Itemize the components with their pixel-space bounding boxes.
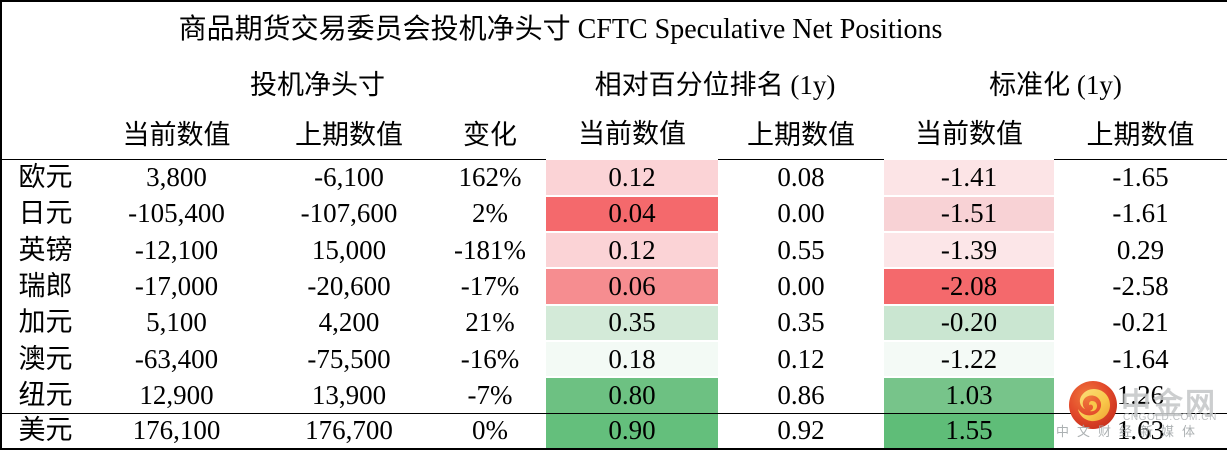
std-current-cell: -1.39	[884, 230, 1054, 269]
std-current-cell: -1.41	[884, 158, 1054, 196]
currency-label: 英镑	[18, 234, 73, 265]
pct-previous-cell: 0.92	[718, 412, 884, 449]
std-current-cell: 1.03	[884, 376, 1054, 414]
pct-previous-cell: 0.08	[777, 162, 825, 193]
change-cell: 21%	[465, 307, 515, 338]
std-previous-cell: -1.65	[1112, 162, 1169, 193]
std-previous-cell: -1.61	[1112, 198, 1169, 229]
pct-previous-cell: 0.00	[777, 198, 825, 229]
change-cell: -17%	[460, 270, 520, 301]
spec-current-cell: -63,400	[134, 343, 219, 374]
spec-current-cell: 3,800	[146, 162, 207, 193]
table-row: 美元 176,100 176,700 0% 0.90 0.92 1.55 1.6…	[1, 412, 1227, 449]
spec-current-cell: -105,400	[128, 198, 225, 229]
pct-current-cell: 0.12	[546, 230, 718, 269]
subheader-pct-current: 当前数值	[546, 111, 718, 160]
change-cell: -7%	[467, 379, 513, 410]
currency-label: 欧元	[18, 162, 73, 193]
pct-previous-cell: 0.86	[777, 379, 825, 410]
spec-previous-cell: -107,600	[300, 198, 398, 229]
pct-previous-cell: 0.00	[777, 270, 825, 301]
spec-current-cell: 12,900	[139, 379, 214, 410]
std-current-cell: 1.55	[884, 412, 1054, 449]
std-current-cell: -0.20	[884, 303, 1054, 342]
group-header-percentile: 相对百分位排名 (1y)	[594, 69, 836, 100]
group-header-standardized: 标准化 (1y)	[989, 69, 1122, 100]
spec-previous-cell: -20,600	[307, 270, 391, 301]
pct-current-cell: 0.35	[546, 303, 718, 342]
std-previous-cell: 1.26	[1116, 379, 1165, 410]
std-previous-cell: 1.63	[1054, 412, 1227, 449]
sub-header-row: 当前数值 上期数值 变化 当前数值 上期数值 当前数值 上期数值	[1, 111, 1227, 160]
subheader-std-current: 当前数值	[884, 111, 1054, 160]
currency-label: 纽元	[18, 379, 73, 410]
group-header-spec: 投机净头寸	[250, 69, 385, 100]
pct-current-cell: 0.06	[546, 267, 718, 305]
pct-previous-cell: 0.12	[777, 343, 825, 374]
change-cell: 2%	[472, 198, 508, 229]
currency-label: 加元	[18, 307, 73, 338]
subheader-pct-previous: 上期数值	[718, 111, 884, 160]
pct-current-cell: 0.80	[546, 376, 718, 414]
change-cell: -16%	[460, 343, 520, 374]
change-cell: 0%	[434, 412, 546, 449]
subheader-std-previous: 上期数值	[1054, 111, 1227, 160]
pct-current-cell: 0.04	[546, 194, 718, 232]
std-current-cell: -2.08	[884, 267, 1054, 305]
spec-previous-cell: 15,000	[311, 234, 387, 265]
currency-label: 美元	[1, 412, 89, 449]
table-title: 商品期货交易委员会投机净头寸 CFTC Speculative Net Posi…	[178, 14, 943, 46]
spec-previous-cell: -75,500	[307, 343, 391, 374]
std-current-cell: -1.51	[884, 194, 1054, 232]
pct-previous-cell: 0.55	[777, 234, 825, 265]
subheader-spec-previous: 上期数值	[264, 111, 434, 160]
spec-previous-cell: 4,200	[318, 307, 380, 338]
table-row: 欧元 3,800 -6,100 162% 0.12 0.08 -1.41 -1.…	[1, 158, 1227, 196]
spec-previous-cell: -6,100	[314, 162, 384, 193]
change-cell: 162%	[458, 162, 522, 193]
title-row: 商品期货交易委员会投机净头寸 CFTC Speculative Net Posi…	[1, 1, 1227, 59]
table-row: 瑞郎 -17,000 -20,600 -17% 0.06 0.00 -2.08 …	[1, 267, 1227, 305]
spec-previous-cell: 13,900	[311, 379, 387, 410]
spec-current-cell: -17,000	[134, 270, 219, 301]
subheader-change: 变化	[434, 111, 546, 160]
change-cell: -181%	[454, 234, 526, 265]
table-body: 欧元 3,800 -6,100 162% 0.12 0.08 -1.41 -1.…	[1, 158, 1227, 449]
std-current-cell: -1.22	[884, 340, 1054, 378]
pct-current-cell: 0.18	[546, 340, 718, 378]
column-group-row: 投机净头寸 相对百分位排名 (1y) 标准化 (1y)	[1, 59, 1227, 112]
subheader-spacer	[1, 111, 89, 160]
subheader-spec-current: 当前数值	[89, 111, 264, 160]
currency-label: 瑞郎	[18, 270, 73, 301]
std-previous-cell: -2.58	[1112, 270, 1169, 301]
spec-current-cell: 176,100	[89, 412, 264, 449]
table-row: 澳元 -63,400 -75,500 -16% 0.18 0.12 -1.22 …	[1, 340, 1227, 378]
spec-current-cell: -12,100	[134, 234, 219, 265]
table-row: 纽元 12,900 13,900 -7% 0.80 0.86 1.03 1.26	[1, 376, 1227, 414]
table-row: 日元 -105,400 -107,600 2% 0.04 0.00 -1.51 …	[1, 194, 1227, 232]
pct-current-cell: 0.12	[546, 158, 718, 196]
table-row: 加元 5,100 4,200 21% 0.35 0.35 -0.20 -0.21	[1, 303, 1227, 342]
std-previous-cell: -1.64	[1112, 343, 1169, 374]
currency-label: 日元	[18, 198, 73, 229]
table-row: 英镑 -12,100 15,000 -181% 0.12 0.55 -1.39 …	[1, 230, 1227, 269]
std-previous-cell: -0.21	[1112, 307, 1169, 338]
currency-label: 澳元	[18, 343, 73, 374]
spec-current-cell: 5,100	[146, 307, 207, 338]
pct-current-cell: 0.90	[546, 412, 718, 449]
pct-previous-cell: 0.35	[777, 307, 825, 338]
std-previous-cell: 0.29	[1116, 234, 1165, 265]
group-spacer	[1, 59, 89, 112]
spec-previous-cell: 176,700	[264, 412, 434, 449]
